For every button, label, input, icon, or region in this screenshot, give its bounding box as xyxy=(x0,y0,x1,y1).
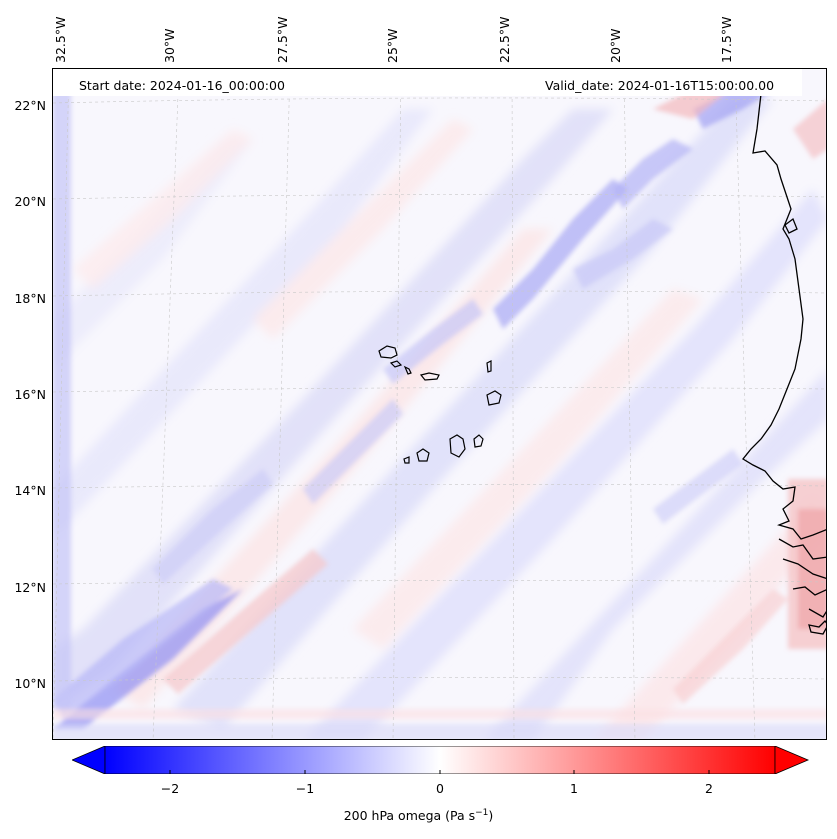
lon-label-17-5w: 17.5°W xyxy=(719,16,734,63)
colorbar-label-main: 200 hPa omega (Pa s xyxy=(343,808,476,824)
valid-date-text: Valid_date: 2024-01-16T15:00:00.00 xyxy=(545,78,775,93)
colorbar-label-close: ) xyxy=(488,808,494,824)
field-features xyxy=(53,69,826,739)
lon-label-27-5w: 27.5°W xyxy=(275,16,290,63)
colorbar-gradient xyxy=(104,746,776,774)
colorbar-extend-max xyxy=(774,746,810,774)
coastline xyxy=(742,69,826,635)
colorbar-extend-min xyxy=(72,746,106,774)
info-band xyxy=(53,69,802,96)
lat-label-22n: 22°N xyxy=(14,98,46,113)
gridlines xyxy=(53,69,826,739)
lat-label-18n: 18°N xyxy=(14,291,46,306)
colorbar-tick-minus-1: −1 xyxy=(295,781,315,796)
lon-label-30w: 30°W xyxy=(162,28,177,63)
colorbar-tick-1: 1 xyxy=(570,781,578,796)
lon-label-25w: 25°W xyxy=(385,28,400,63)
lat-label-14n: 14°N xyxy=(14,483,46,498)
lat-label-12n: 12°N xyxy=(14,580,46,595)
start-date-text: Start date: 2024-01-16_00:00:00 xyxy=(79,78,285,93)
colorbar-tick-0: 0 xyxy=(436,781,444,796)
lon-label-32-5w: 32.5°W xyxy=(53,16,68,63)
colorbar-tick-minus-2: −2 xyxy=(160,781,180,796)
lon-label-20w: 20°W xyxy=(608,28,623,63)
lon-label-22-5w: 22.5°W xyxy=(497,16,512,63)
lat-label-16n: 16°N xyxy=(14,387,46,402)
lat-label-20n: 20°N xyxy=(14,194,46,209)
map-panel[interactable] xyxy=(52,68,827,740)
lat-label-10n: 10°N xyxy=(14,676,46,691)
colorbar xyxy=(72,746,810,774)
omega-field-map xyxy=(53,69,826,739)
cape-verde-islands xyxy=(378,345,502,464)
colorbar-label-exponent: −1 xyxy=(475,808,489,818)
colorbar-tick-2: 2 xyxy=(705,781,713,796)
colorbar-label: 200 hPa omega (Pa s−1) xyxy=(0,808,837,823)
